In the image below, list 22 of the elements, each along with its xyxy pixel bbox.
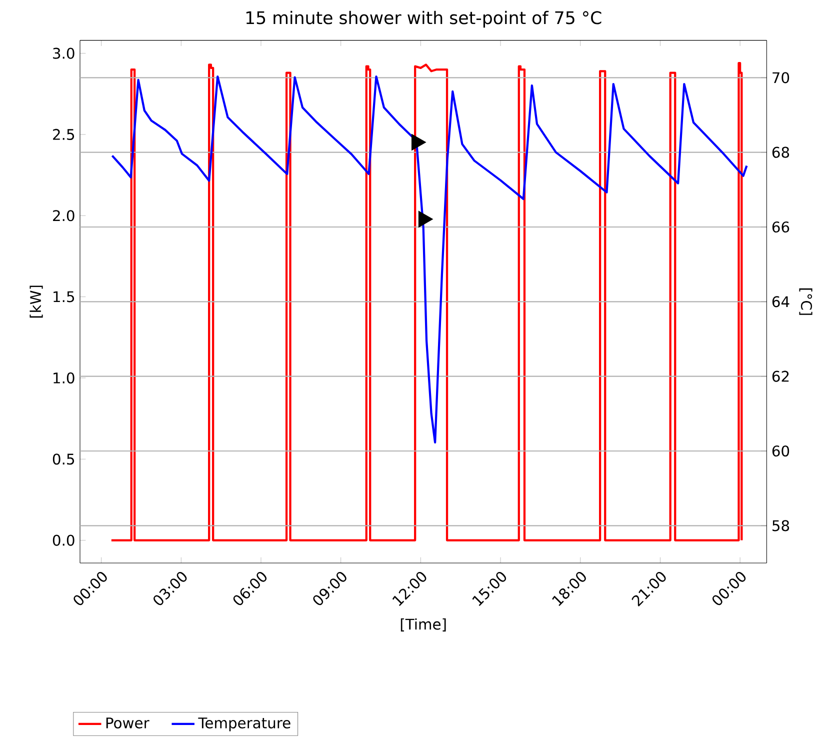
y-tick-label: 1.5 xyxy=(54,291,74,302)
y-tick-label: 2.0 xyxy=(53,210,74,222)
y2-tick-label: 68 xyxy=(772,146,790,158)
y-tick-label: 0.0 xyxy=(52,534,74,546)
line-series xyxy=(110,62,743,542)
y2-tick-label: 66 xyxy=(772,221,790,233)
y2-tick-label: 70 xyxy=(772,72,790,84)
y2-tick-label: 60 xyxy=(772,445,790,457)
line-series xyxy=(111,75,748,444)
y2-tick-label: 58 xyxy=(772,520,790,532)
y-tick-label: 1.0 xyxy=(54,372,74,384)
chart-title: 15 minute shower with set-point of 75 °C xyxy=(246,10,602,28)
y-axis-title: [kW] xyxy=(30,286,43,318)
y2-tick-label: 62 xyxy=(772,370,789,382)
y2-axis-title: [°C] xyxy=(799,288,812,315)
y-tick-label: 2.5 xyxy=(53,128,74,140)
y-tick-label: 3.0 xyxy=(53,48,74,59)
x-axis-title: [Time] xyxy=(400,618,446,632)
y-tick-label: 0.5 xyxy=(52,454,74,465)
legend-label: Power xyxy=(106,718,150,728)
legend-label: Temperature xyxy=(198,718,290,732)
y2-tick-label: 64 xyxy=(772,296,790,308)
